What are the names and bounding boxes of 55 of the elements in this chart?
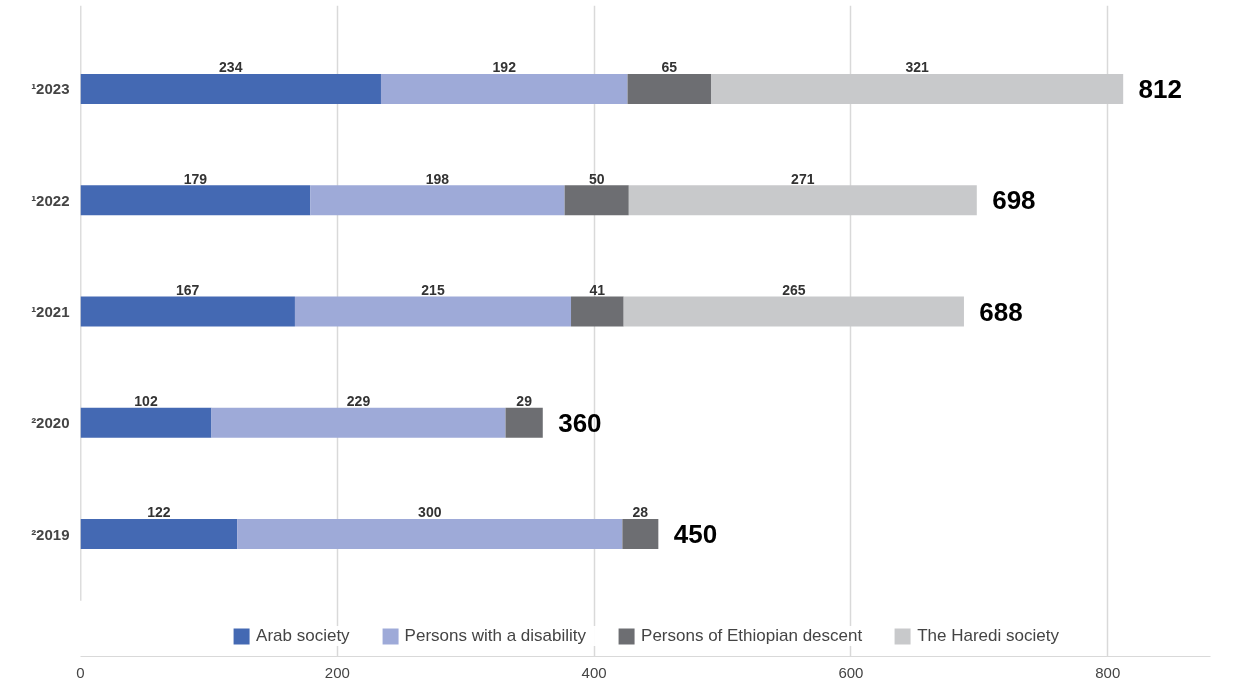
bar [623, 296, 964, 327]
bar [622, 519, 659, 550]
data-label: 29 [516, 393, 533, 410]
bar [564, 185, 629, 216]
x-tick-label: 600 [838, 663, 864, 681]
y-tick-label: ¹2022 [31, 191, 70, 209]
data-label: 28 [632, 504, 649, 521]
data-label: 234 [219, 59, 243, 76]
x-tick-label: 800 [1095, 663, 1121, 681]
y-tick-label: ²2020 [31, 414, 70, 432]
data-label: 321 [905, 59, 929, 76]
legend-label: Persons with a disability [404, 626, 587, 646]
data-label: 102 [134, 393, 158, 410]
y-tick-label: ²2019 [31, 525, 70, 543]
bar [211, 407, 506, 438]
data-label: 167 [176, 281, 200, 298]
total-label: 360 [558, 407, 602, 438]
bar [628, 185, 977, 216]
bar [80, 73, 381, 104]
x-tick-label: 200 [324, 663, 350, 681]
bar [80, 296, 295, 327]
bar [80, 519, 238, 550]
data-label: 271 [791, 170, 815, 187]
total-label: 688 [979, 296, 1023, 327]
data-label: 41 [589, 281, 606, 298]
total-label: 450 [673, 519, 718, 550]
bar [627, 73, 711, 104]
bar [80, 185, 311, 216]
total-label: 698 [992, 185, 1036, 216]
data-label: 229 [346, 393, 371, 410]
y-tick-label: ¹2021 [31, 303, 70, 321]
legend-label: The Haredi society [917, 626, 1059, 646]
data-label: 192 [492, 59, 517, 76]
bar [80, 407, 212, 438]
data-label: 265 [782, 281, 806, 298]
bar [237, 519, 623, 550]
total-label: 812 [1138, 73, 1182, 104]
data-label: 179 [183, 170, 208, 187]
data-label: 300 [418, 504, 442, 521]
legend-label: Arab society [256, 626, 350, 646]
data-label: 65 [661, 59, 678, 76]
bar [710, 73, 1124, 104]
x-tick-label: 0 [76, 663, 85, 681]
x-tick-label: 400 [581, 663, 607, 681]
bar [571, 296, 624, 327]
bar [505, 407, 543, 438]
data-label: 50 [588, 170, 605, 187]
bar [380, 73, 628, 104]
data-label: 215 [421, 281, 445, 298]
bar [294, 296, 572, 327]
y-tick-label: ¹2023 [31, 80, 70, 98]
data-label: 198 [425, 170, 450, 187]
bar [310, 185, 565, 216]
legend-label: Persons of Ethiopian descent [641, 626, 863, 646]
data-label: 122 [147, 504, 171, 521]
